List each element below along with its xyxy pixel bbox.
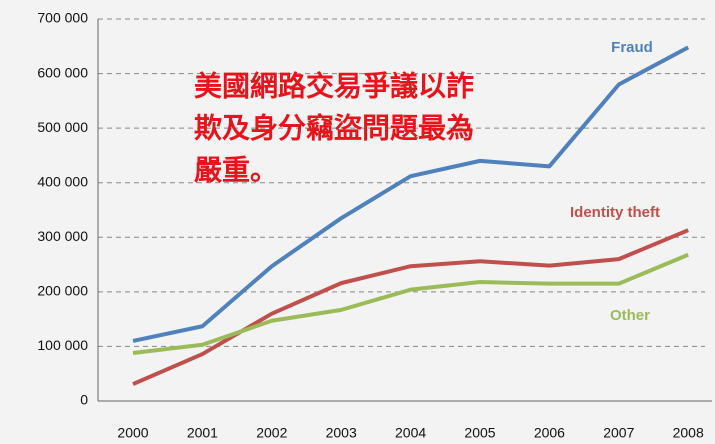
y-tick-label: 500 000: [37, 119, 88, 135]
y-tick-label: 700 000: [37, 10, 88, 26]
y-tick-label: 100 000: [37, 337, 88, 353]
series-label: Identity theft: [570, 204, 660, 221]
x-tick-label: 2003: [326, 425, 357, 441]
series-line: [132, 228, 689, 386]
x-tick-label: 2006: [534, 425, 565, 441]
y-tick-label: 300 000: [37, 228, 88, 244]
annotation: 欺及身分竊盜問題最為: [194, 112, 474, 145]
x-tick-label: 2001: [187, 425, 218, 441]
annotation: 嚴重。: [194, 154, 278, 187]
x-tick-label: 2004: [395, 425, 426, 441]
y-tick-label: 600 000: [37, 64, 88, 80]
x-tick-label: 2000: [117, 425, 148, 441]
series-line: [132, 252, 689, 355]
series-label: Fraud: [611, 39, 653, 56]
x-tick-label: 2005: [464, 425, 495, 441]
y-tick-label: 0: [80, 392, 88, 408]
y-tick-label: 200 000: [37, 283, 88, 299]
annotation: 美國網路交易爭議以詐: [194, 70, 474, 103]
y-tick-label: 400 000: [37, 173, 88, 189]
x-tick-label: 2008: [673, 425, 704, 441]
x-tick-label: 2007: [603, 425, 634, 441]
series-line: [132, 45, 690, 343]
x-tick-label: 2002: [256, 425, 287, 441]
series-label: Other: [610, 307, 650, 324]
